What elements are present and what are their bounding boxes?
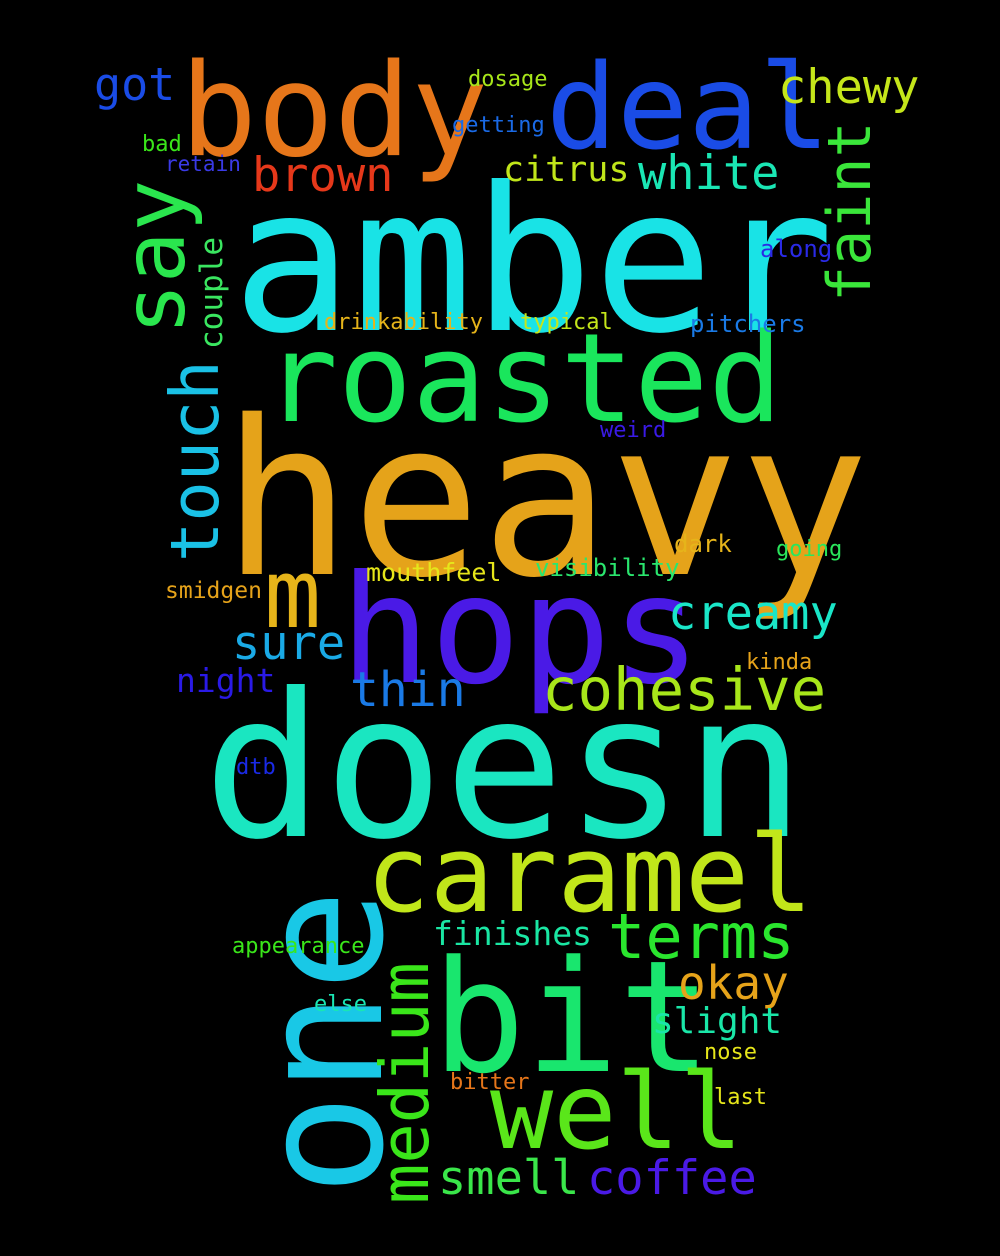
word-brown: brown [252, 148, 394, 203]
word-medium: medium [366, 961, 444, 1204]
word-doesn: doesn [203, 651, 806, 884]
word-dosage: dosage [468, 67, 548, 92]
word-typical: typical [520, 310, 613, 335]
word-pitchers: pitchers [690, 310, 806, 338]
word-heavy: heavy [222, 374, 870, 625]
word-cohesive: cohesive [542, 655, 827, 724]
word-couple: couple [194, 237, 230, 349]
word-amber: amber [232, 145, 835, 378]
word-appearance: appearance [232, 934, 365, 959]
word-drinkability: drinkability [324, 310, 483, 335]
word-finishes: finishes [433, 914, 592, 953]
word-nose: nose [704, 1040, 757, 1065]
word-sure: sure [232, 616, 346, 671]
word-white: white [638, 146, 780, 201]
word-thin: thin [350, 662, 466, 718]
word-getting: getting [452, 113, 545, 138]
word-smidgen: smidgen [165, 578, 262, 604]
word-citrus: citrus [503, 150, 630, 190]
word-along: along [760, 235, 833, 263]
word-bad: bad [142, 132, 182, 157]
word-last: last [714, 1085, 767, 1110]
word-roasted: roasted [264, 308, 783, 451]
word-body: body [180, 37, 489, 186]
word-slight: slight [652, 1001, 783, 1042]
word-night: night [176, 661, 276, 700]
word-say: say [105, 179, 205, 335]
word-chewy: chewy [778, 60, 920, 115]
word-caramel: caramel [366, 813, 813, 936]
word-dark: dark [674, 530, 732, 558]
word-dtb: dtb [236, 755, 276, 780]
word-okay: okay [678, 956, 789, 1010]
word-weird: weird [600, 418, 667, 443]
word-touch: touch [156, 360, 234, 562]
word-m: m [264, 540, 322, 650]
word-bit: bit [432, 927, 712, 1108]
word-mouthfeel: mouthfeel [366, 558, 502, 587]
word-smell: smell [438, 1151, 580, 1206]
word-kinda: kinda [746, 650, 813, 675]
word-deal: deal [546, 38, 831, 176]
word-coffee: coffee [587, 1151, 757, 1206]
word-going: going [776, 537, 843, 562]
word-creamy: creamy [668, 586, 838, 641]
word-retain: retain [165, 152, 241, 176]
word-visibility: visibility [535, 554, 680, 582]
word-hops: hops [340, 544, 702, 718]
word-faint: faint [815, 121, 885, 302]
word-else: else [314, 992, 367, 1017]
word-got: got [94, 58, 176, 111]
word-well: well [490, 1051, 743, 1173]
word-bitter: bitter [450, 1070, 530, 1095]
word-terms: terms [608, 900, 795, 973]
